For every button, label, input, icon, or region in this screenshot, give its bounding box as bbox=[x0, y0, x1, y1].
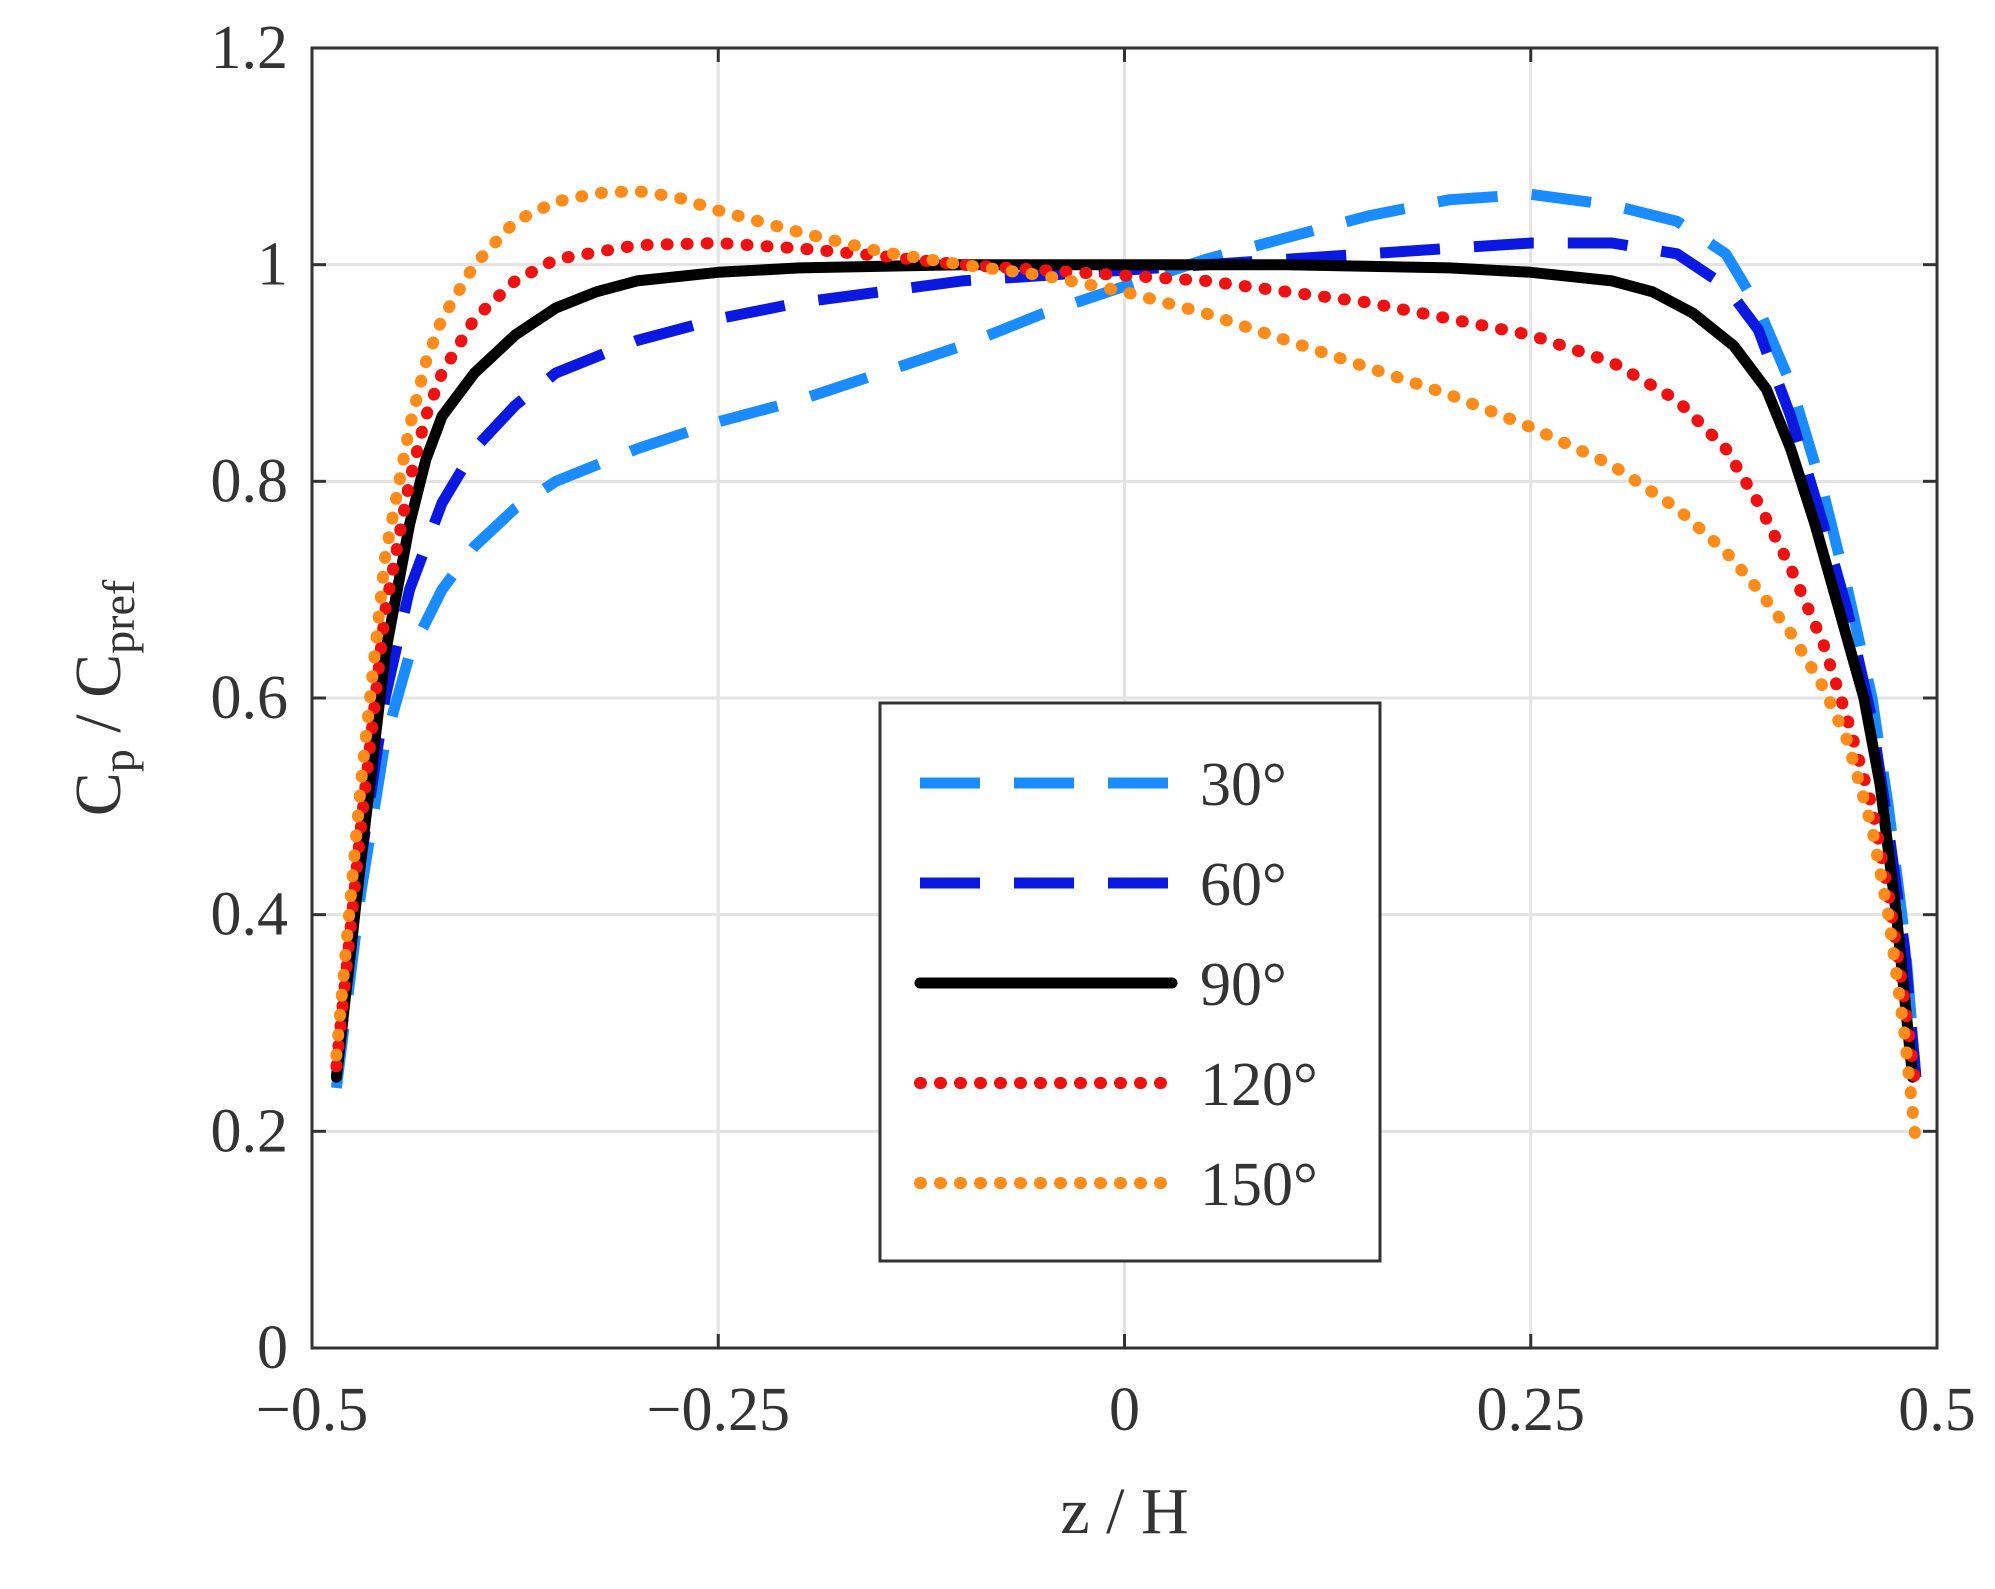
series-line bbox=[330, 237, 1922, 1094]
legend: 30° 60° 90° 120° 150° bbox=[878, 701, 1382, 1263]
x-tick-label: −0.25 bbox=[647, 1376, 790, 1444]
y-axis-label-sub1: p bbox=[93, 749, 144, 772]
series-layer bbox=[330, 185, 1922, 1149]
y-tick-label: 0.4 bbox=[211, 881, 289, 949]
legend-label: 90° bbox=[1200, 951, 1287, 1019]
y-tick-label: 1.2 bbox=[211, 14, 289, 82]
legend-label: 60° bbox=[1200, 851, 1287, 919]
x-tick-label: −0.5 bbox=[256, 1376, 368, 1444]
y-tick-label: 0.2 bbox=[211, 1097, 289, 1165]
legend-label: 120° bbox=[1200, 1051, 1318, 1119]
y-axis-label: Cp / Cpref bbox=[62, 579, 144, 816]
y-axis-label-sep: / C bbox=[62, 654, 135, 749]
series-line bbox=[330, 185, 1922, 1149]
x-tick-label: 0 bbox=[1109, 1376, 1140, 1444]
y-axis-label-main: C bbox=[62, 772, 135, 816]
y-tick-label: 1 bbox=[257, 231, 288, 299]
y-axis-label-sub2: pref bbox=[93, 579, 144, 654]
legend-item: 60° bbox=[920, 851, 1287, 919]
legend-label: 150° bbox=[1200, 1151, 1318, 1219]
y-tick-label: 0.6 bbox=[211, 664, 289, 732]
legend-item: 30° bbox=[920, 751, 1287, 819]
legend-label: 30° bbox=[1200, 751, 1287, 819]
y-tick-label: 0 bbox=[257, 1314, 288, 1382]
series-line bbox=[330, 259, 1919, 1083]
legend-item: 120° bbox=[914, 1051, 1318, 1119]
x-axis-label: z / H bbox=[1060, 1475, 1188, 1548]
y-tick-label: 0.8 bbox=[211, 447, 289, 515]
tick-layer: −0.5 −0.25 0 0.25 0.5 0 0.2 0.4 0.6 0.8 1 1.2 bbox=[211, 14, 1976, 1444]
x-tick-label: 0.25 bbox=[1477, 1376, 1586, 1444]
legend-item: 150° bbox=[914, 1151, 1318, 1219]
x-tick-label: 0.5 bbox=[1898, 1376, 1976, 1444]
legend-item: 90° bbox=[914, 951, 1287, 1019]
legend-items: 30° 60° 90° 120° 150° bbox=[914, 751, 1318, 1219]
